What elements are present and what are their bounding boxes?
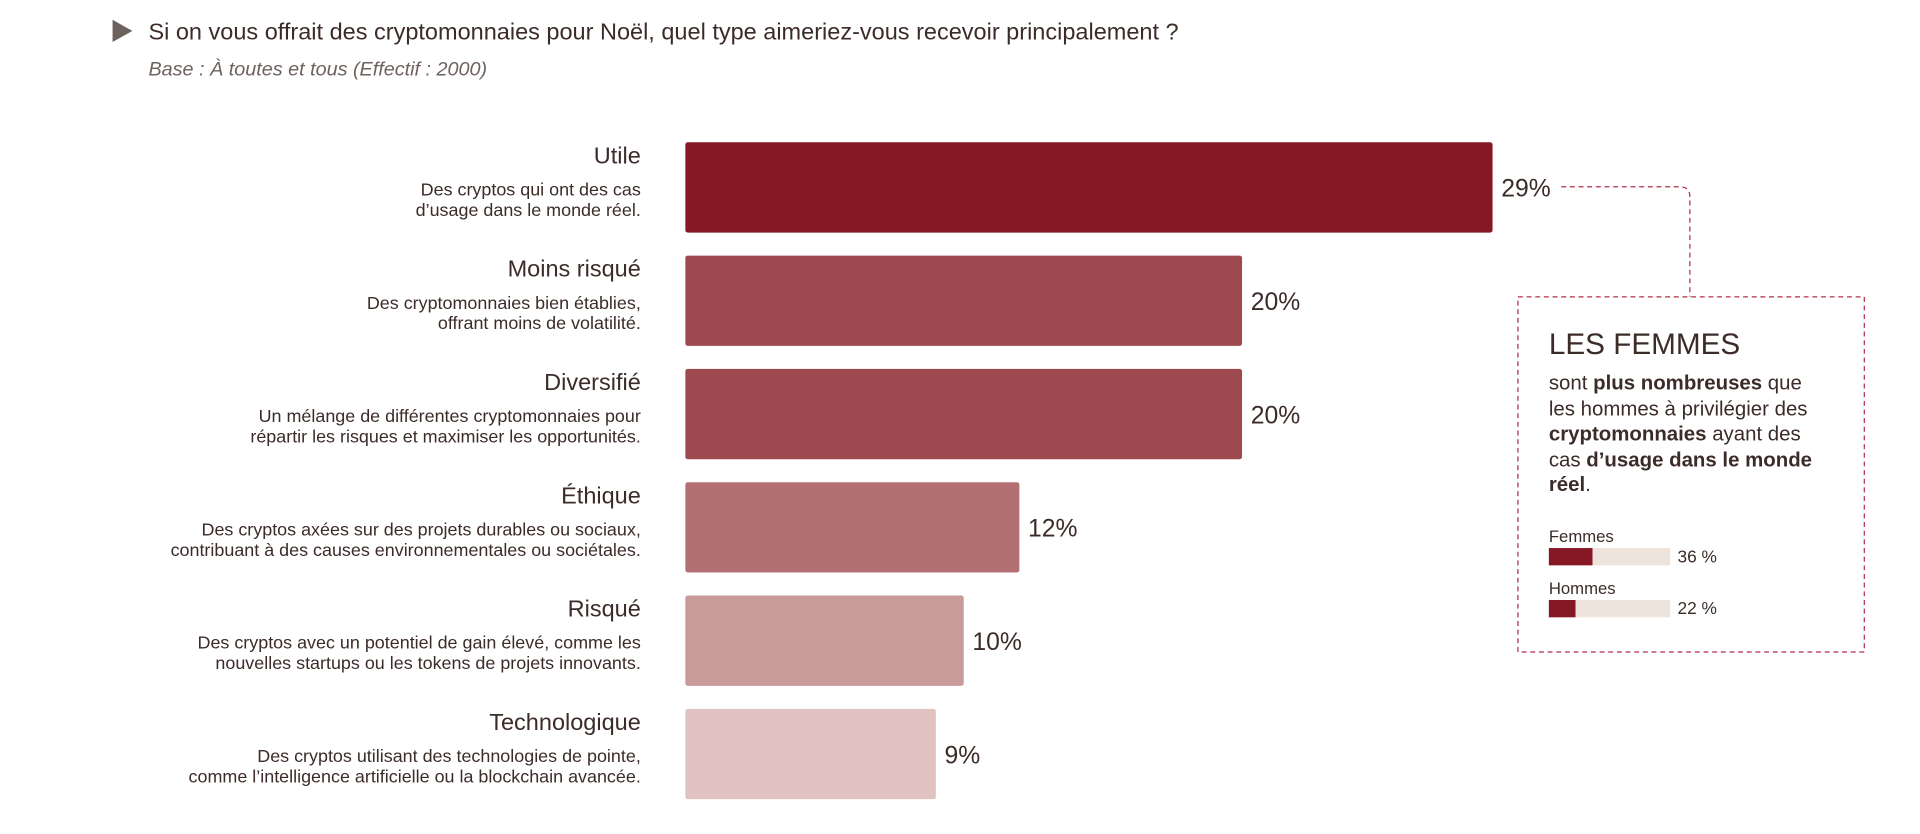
category-description: contribuant à des causes environnemental… [171,540,641,560]
callout-text-bold: cryptomonnaies [1548,423,1707,446]
value-label: 10% [972,629,1022,656]
value-label: 22 % [1678,598,1717,618]
value-label: 36 % [1678,546,1717,566]
callout-text: sont plus nombreuses que les hommes à pr… [1549,371,1831,498]
bar [685,482,1020,573]
title-icon [112,19,133,43]
category-description: répartir les risques et maximiser les op… [250,427,640,447]
category-label: Diversifié [544,369,641,395]
category-label: Moins risqué [508,256,641,282]
value-label: 20% [1251,402,1301,429]
callout-text-run: que les hommes à privilégier des [1548,372,1814,420]
bar [1548,599,1576,618]
value-label: 29% [1501,176,1551,203]
category-label: Femmes [1549,527,1614,546]
chart-title: Si on vous offrait des cryptomonnaies po… [148,19,1178,45]
category-description: Des cryptomonnaies bien établies, [367,293,641,313]
chart-subtitle: Base : À toutes et tous (Effectif : 2000… [148,57,487,80]
category-description: Un mélange de différentes cryptomonnaies… [259,406,641,426]
callout-box [1517,296,1865,653]
callout-text-run: sont [1548,372,1594,395]
bar [1548,548,1593,566]
category-description: nouvelles startups ou les tokens de proj… [215,653,640,673]
category-label: Risqué [568,596,641,622]
category-label: Hommes [1549,579,1616,598]
category-description: Des cryptos avec un potentiel de gain él… [198,633,641,653]
bar [685,368,1243,460]
category-description: offrant moins de volatilité. [438,313,641,333]
value-label: 20% [1251,289,1301,316]
category-description: Des cryptos utilisant des technologies d… [257,746,641,766]
bar [685,142,1493,233]
bar [685,708,936,800]
category-description: Des cryptos qui ont des cas [421,179,641,199]
value-label: 9% [945,742,981,769]
category-label: Technologique [489,709,641,735]
callout-text-bold: plus nombreuses [1593,372,1763,395]
callout-title: LES FEMMES [1549,328,1740,361]
category-description: comme l’intelligence artificielle ou la … [189,766,641,786]
category-description: d’usage dans le monde réel. [416,200,641,220]
bar-track [1548,599,1671,618]
bar [685,255,1243,346]
value-label: 12% [1028,516,1078,543]
category-label: Utile [594,142,641,168]
bar [685,595,964,686]
callout-text-run: . [1585,473,1591,497]
category-label: Éthique [561,482,641,508]
callout-text-run: ayant des cas [1548,423,1807,471]
category-description: Des cryptos axées sur des projets durabl… [202,519,641,539]
callout-text-bold: d’usage dans le monde réel [1548,448,1818,497]
callout-connector [1561,186,1691,297]
